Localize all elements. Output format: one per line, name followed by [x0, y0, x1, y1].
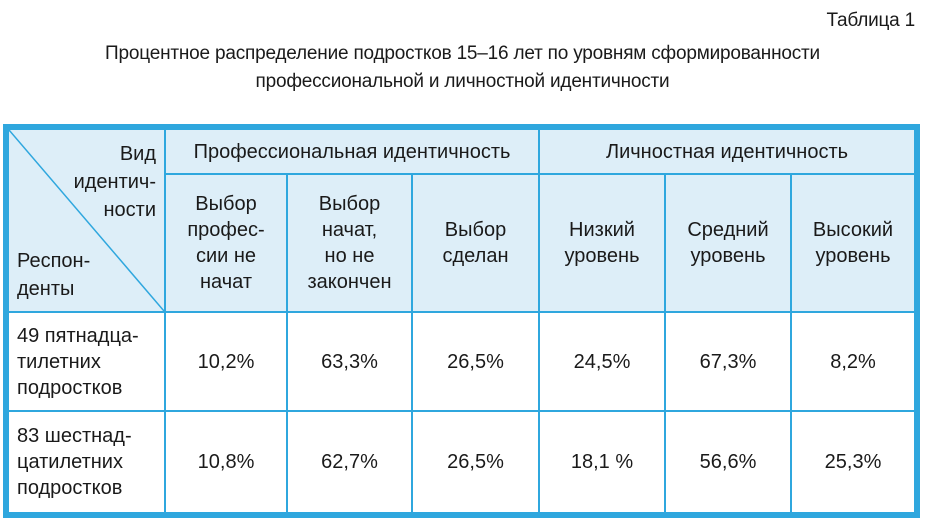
corner-bottom-line: денты [17, 278, 75, 300]
cell-value: 26,5% [447, 451, 504, 473]
table-cell: 10,8% [166, 412, 286, 512]
table-cell: 8,2% [792, 313, 914, 410]
column-header-line: Низкий [569, 219, 635, 241]
column-header-line: Выбор [195, 193, 257, 215]
cell-value: 25,3% [824, 451, 882, 473]
table-cell: 56,6% [666, 412, 790, 512]
corner-top-line: идентич- [73, 171, 156, 193]
cell-value: 62,7% [321, 451, 378, 473]
row-label: 83 шестнад- цатилетних подростков [9, 412, 164, 512]
column-header-line: уровень [690, 245, 766, 267]
row-label-line: подростков [17, 376, 123, 399]
cell-value: 8,2% [830, 350, 876, 373]
cell-value: 26,5% [447, 350, 504, 373]
table-cell: 63,3% [288, 313, 411, 410]
column-header: Выбор профес- сии не начат [166, 175, 286, 311]
cell-value: 10,8% [197, 451, 255, 473]
table-caption: Процентное распределение подростков 15–1… [0, 40, 925, 96]
column-header: Средний уровень [666, 175, 790, 311]
corner-bottom-line: Респон- [17, 250, 91, 272]
table-cell: 24,5% [540, 313, 664, 410]
group-header-professional: Профессиональная идентичность [166, 130, 538, 173]
corner-respondents-label: Респон- денты [17, 247, 90, 303]
column-header-line: уровень [564, 245, 640, 267]
corner-top-line: Вид [119, 143, 156, 165]
group-header-personal: Личностная идентичность [540, 130, 914, 173]
cell-value: 67,3% [699, 350, 757, 373]
row-label-line: 83 шестнад- [17, 425, 132, 447]
table-cell: 62,7% [288, 412, 411, 512]
column-header-line: Высокий [812, 219, 894, 241]
column-header-line: закончен [307, 271, 392, 293]
column-header-line: Средний [687, 219, 769, 241]
column-header: Высокий уровень [792, 175, 914, 311]
row-label-line: цатилетних [17, 451, 123, 473]
group-header-professional-label: Профессиональная идентичность [193, 140, 511, 163]
caption-line-1: Процентное распределение подростков 15–1… [105, 43, 820, 64]
cell-value: 10,2% [197, 350, 255, 373]
table-cell: 25,3% [792, 412, 914, 512]
column-header: Выбор сделан [413, 175, 538, 311]
corner-top-line: ности [103, 199, 157, 221]
row-label-line: подростков [17, 477, 123, 499]
corner-diagonal-line [9, 130, 164, 311]
column-header-line: Выбор [318, 193, 381, 215]
corner-identity-type-label: Вид идентич- ности [74, 140, 156, 224]
data-table: Вид идентич- ности Респон- денты Професс… [3, 124, 920, 518]
column-header-line: Выбор [444, 219, 507, 241]
column-header-line: уровень [815, 245, 891, 267]
column-header-line: начат [199, 271, 252, 293]
column-header-line: сделан [442, 245, 509, 267]
cell-value: 63,3% [321, 350, 378, 373]
table-cell: 10,2% [166, 313, 286, 410]
corner-header-cell: Вид идентич- ности Респон- денты [9, 130, 164, 311]
group-header-personal-label: Личностная идентичность [605, 140, 849, 163]
cell-value: 24,5% [573, 350, 631, 373]
cell-value: 18,1 % [570, 451, 634, 473]
row-label-line: 49 пятнадца- [17, 324, 139, 347]
table-cell: 18,1 % [540, 412, 664, 512]
table-cell: 67,3% [666, 313, 790, 410]
caption-line-2: профессиональной и личностной идентичнос… [255, 71, 670, 92]
column-header-line: начат, [321, 219, 378, 241]
column-header-line: сии не [195, 245, 257, 267]
row-label: 49 пятнадца- тилетних подростков [9, 313, 164, 410]
table-cell: 26,5% [413, 313, 538, 410]
row-label-line: тилетних [17, 350, 101, 373]
column-header-line: но не [324, 245, 375, 267]
column-header-line: профес- [187, 219, 265, 241]
cell-value: 56,6% [699, 451, 757, 473]
column-header: Низкий уровень [540, 175, 664, 311]
table-number-label: Таблица 1 [826, 10, 915, 31]
table-cell: 26,5% [413, 412, 538, 512]
column-header: Выбор начат, но не закончен [288, 175, 411, 311]
